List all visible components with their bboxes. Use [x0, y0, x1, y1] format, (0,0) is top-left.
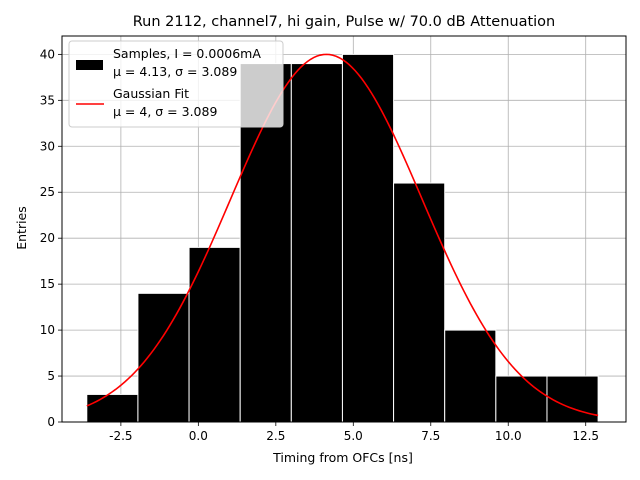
legend-box [68, 40, 284, 128]
y-tick-label: 5 [47, 369, 55, 383]
legend: Samples, I = 0.0006mA μ = 4.13, σ = 3.089… [68, 40, 284, 128]
x-tick-label: 5.0 [344, 429, 363, 443]
axes-frame [61, 35, 627, 423]
y-tick-label: 35 [40, 93, 55, 107]
chart-title: Run 2112, channel7, hi gain, Pulse w/ 70… [133, 14, 556, 30]
y-tick-label: 10 [40, 323, 55, 337]
y-tick-label: 20 [40, 231, 55, 245]
x-tick-label: -2.5 [109, 429, 132, 443]
legend-swatch-samples [76, 60, 103, 70]
histogram-bar [444, 329, 497, 423]
histogram-bar [137, 292, 190, 423]
histogram-bar [341, 53, 395, 423]
y-tick-label: 25 [40, 185, 55, 199]
x-axis-label: Timing from OFCs [ns] [272, 450, 413, 465]
legend-label-fit-line1: Gaussian Fit [113, 86, 189, 101]
y-axis-label: Entries [14, 206, 29, 250]
x-tick-label: 0.0 [189, 429, 208, 443]
plot-area: -2.5 0.0 2.5 5.0 7.5 10.0 12.5 0 5 10 15 20 25 30 35 40… [40, 35, 627, 443]
y-tick-label: 30 [40, 139, 55, 153]
gaussian-fit-line [86, 53, 599, 417]
histogram-bar [495, 375, 548, 423]
x-tick-label: 7.5 [421, 429, 440, 443]
legend-label-fit-line2: μ = 4, σ = 3.089 [113, 104, 217, 119]
histogram-bar [290, 63, 343, 423]
y-tick-label: 15 [40, 277, 55, 291]
legend-label-samples-line2: μ = 4.13, σ = 3.089 [113, 64, 237, 79]
histogram-bar [393, 182, 446, 423]
x-tick-label: 10.0 [495, 429, 522, 443]
histogram-bar [546, 375, 599, 423]
histogram-bar [188, 246, 241, 423]
legend-label-samples-line1: Samples, I = 0.0006mA [113, 46, 261, 61]
x-tick-label: 12.5 [572, 429, 599, 443]
y-tick-label: 0 [47, 415, 55, 429]
x-tick-label: 2.5 [266, 429, 285, 443]
y-tick-label: 40 [40, 47, 55, 61]
histogram-bar [86, 393, 139, 423]
